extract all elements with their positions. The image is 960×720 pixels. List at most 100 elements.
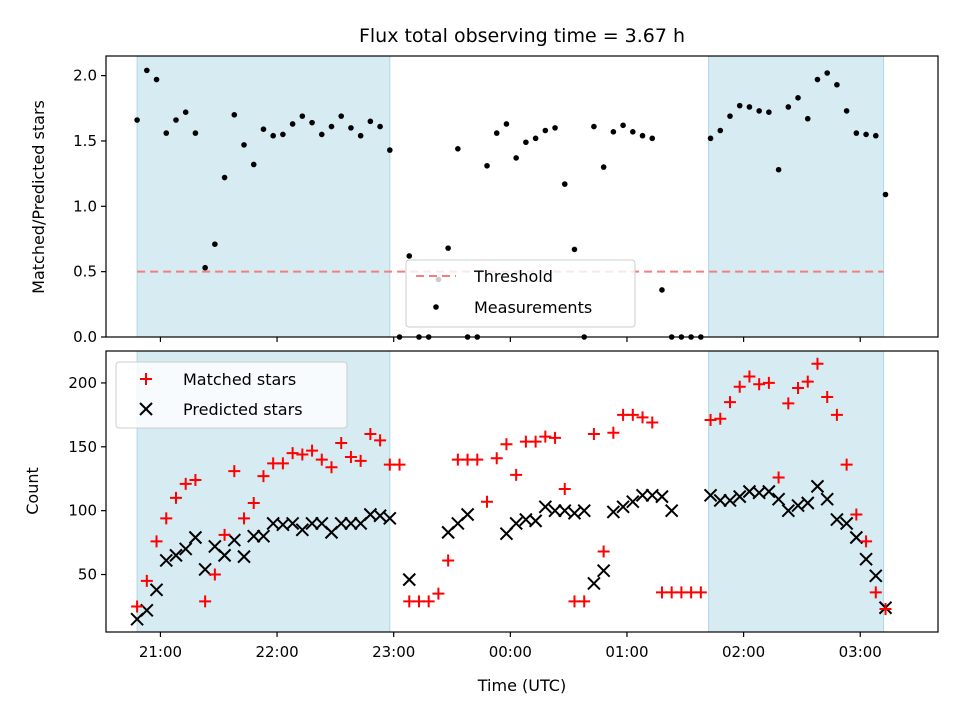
measurement-point bbox=[843, 108, 850, 114]
matched-stars-point bbox=[140, 574, 153, 587]
measurement-point bbox=[707, 135, 714, 142]
predicted-stars-point bbox=[402, 572, 416, 587]
predicted-stars-point bbox=[791, 498, 805, 513]
bottom-y-axis-label: Count bbox=[23, 467, 42, 515]
matched-stars-point bbox=[160, 512, 173, 525]
matched-stars-point bbox=[354, 454, 367, 467]
measurement-point bbox=[863, 131, 869, 138]
x-tick-label: 00:00 bbox=[489, 643, 532, 661]
measurement-point bbox=[552, 125, 558, 131]
legend-matched-label: Matched stars bbox=[183, 370, 296, 389]
measurement-point bbox=[620, 122, 626, 129]
matched-stars-point bbox=[869, 586, 882, 599]
measurement-point bbox=[484, 162, 490, 169]
measurement-point bbox=[882, 191, 889, 198]
matched-stars-point bbox=[189, 474, 202, 487]
matched-stars-point bbox=[724, 396, 736, 409]
matched-stars-point bbox=[131, 600, 144, 613]
matched-stars-point bbox=[228, 465, 241, 478]
matched-stars-point bbox=[549, 431, 562, 444]
measurement-point bbox=[153, 76, 160, 83]
matched-stars-point bbox=[539, 430, 552, 443]
measurement-point bbox=[445, 245, 451, 251]
matched-stars-point bbox=[743, 370, 756, 383]
measurement-point bbox=[532, 135, 539, 142]
matched-stars-point bbox=[238, 512, 251, 525]
measurement-point bbox=[134, 117, 140, 123]
measurement-point bbox=[503, 121, 510, 127]
x-axis-label: Time (UTC) bbox=[477, 676, 566, 695]
top-legend-box bbox=[405, 259, 636, 328]
measurement-point bbox=[523, 139, 529, 146]
measurement-point bbox=[804, 115, 811, 122]
predicted-stars-point bbox=[198, 562, 212, 577]
legend-measurements-swatch bbox=[433, 304, 439, 310]
matched-stars-point bbox=[257, 470, 270, 483]
matched-stars-point bbox=[344, 451, 357, 464]
predicted-stars-point bbox=[149, 583, 164, 597]
matched-stars-point bbox=[306, 444, 319, 457]
x-tick-label: 02:00 bbox=[722, 643, 765, 661]
predicted-stars-point bbox=[781, 503, 796, 518]
predicted-stars-point bbox=[227, 533, 242, 547]
predicted-stars-point bbox=[723, 493, 737, 508]
measurement-point bbox=[202, 264, 208, 271]
x-tick-label: 23:00 bbox=[372, 643, 415, 661]
measurement-point bbox=[289, 121, 296, 127]
matched-stars-point bbox=[811, 357, 824, 370]
y-tick-label: 0.5 bbox=[73, 263, 97, 281]
measurement-point bbox=[231, 112, 238, 118]
measurement-point bbox=[270, 132, 276, 139]
predicted-stars-point bbox=[713, 493, 727, 508]
measurement-point bbox=[338, 113, 345, 119]
matched-stars-point bbox=[199, 595, 212, 608]
measurement-point bbox=[299, 113, 306, 119]
predicted-stars-point bbox=[159, 553, 173, 568]
matched-stars-point bbox=[325, 461, 338, 474]
matched-stars-point bbox=[500, 438, 513, 451]
matched-stars-point bbox=[296, 448, 309, 461]
bottom-panel: 50 100 150 200 21:00 22:00 23:00 00:00 01:00 02:… bbox=[23, 350, 939, 695]
y-tick-label: 0.0 bbox=[73, 328, 97, 346]
matched-stars-point bbox=[587, 428, 600, 441]
bottom-x-axis-ticks: 21:00 22:00 23:00 00:00 01:00 02:00 03:00 bbox=[139, 632, 882, 661]
measurement-point bbox=[630, 129, 636, 135]
matched-stars-point bbox=[860, 535, 873, 548]
top-y-axis-ticks: 0.0 0.5 1.0 1.5 2.0 bbox=[73, 67, 106, 346]
matched-stars-point bbox=[335, 436, 348, 449]
matched-stars-point bbox=[597, 545, 610, 558]
measurement-point bbox=[824, 70, 830, 76]
matched-stars-point bbox=[442, 554, 455, 567]
y-tick-label: 50 bbox=[78, 566, 97, 584]
matched-stars-point bbox=[850, 508, 863, 521]
chart-title: Flux total observing time = 3.67 h bbox=[359, 25, 685, 47]
matched-stars-point bbox=[393, 458, 406, 471]
predicted-stars-point bbox=[256, 529, 271, 543]
matched-stars-point bbox=[646, 416, 659, 429]
observing-window-shading bbox=[136, 55, 885, 338]
legend-threshold-label: Threshold bbox=[473, 267, 553, 286]
predicted-stars-point bbox=[509, 516, 523, 531]
predicted-stars-point bbox=[869, 569, 883, 583]
matched-stars-point bbox=[733, 380, 746, 393]
matched-stars-point bbox=[578, 595, 591, 608]
predicted-stars-point bbox=[305, 516, 319, 531]
matched-stars-point bbox=[169, 491, 182, 504]
matched-stars-point bbox=[753, 378, 766, 391]
predicted-stars-points bbox=[130, 479, 893, 626]
measurement-point bbox=[746, 104, 753, 110]
measurement-point bbox=[561, 181, 568, 187]
measurement-point bbox=[406, 253, 413, 259]
predicted-stars-point bbox=[771, 492, 786, 506]
legend-predicted-label: Predicted stars bbox=[183, 400, 303, 419]
legend-predicted-swatch bbox=[139, 402, 153, 416]
matched-stars-point bbox=[432, 587, 445, 600]
top-legend: Threshold Measurements bbox=[405, 259, 636, 328]
measurement-point bbox=[775, 166, 782, 173]
measurement-point bbox=[591, 123, 597, 130]
matched-stars-point bbox=[714, 412, 727, 425]
predicted-stars-point bbox=[567, 506, 582, 520]
y-tick-label: 150 bbox=[68, 438, 97, 456]
matched-stars-point bbox=[782, 397, 795, 410]
